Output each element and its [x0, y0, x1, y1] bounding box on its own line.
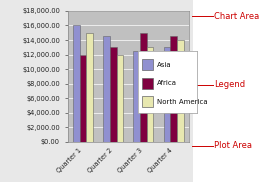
Bar — [164, 47, 170, 142]
Bar — [73, 25, 80, 142]
Bar — [80, 55, 86, 142]
Bar — [170, 36, 177, 142]
Text: Legend: Legend — [214, 80, 245, 89]
Text: Asia: Asia — [157, 62, 172, 68]
Bar — [142, 78, 153, 89]
Text: North America: North America — [157, 99, 208, 105]
Bar — [134, 51, 140, 142]
Bar — [147, 47, 153, 142]
Text: Plot Area: Plot Area — [214, 141, 252, 150]
Text: Chart Area: Chart Area — [214, 12, 259, 21]
Bar — [86, 33, 93, 142]
Bar — [142, 59, 153, 70]
Text: Africa: Africa — [157, 80, 177, 86]
Bar — [177, 40, 184, 142]
Bar — [140, 33, 147, 142]
Bar — [110, 47, 116, 142]
Bar — [103, 36, 110, 142]
Bar — [116, 55, 123, 142]
Bar — [142, 96, 153, 107]
